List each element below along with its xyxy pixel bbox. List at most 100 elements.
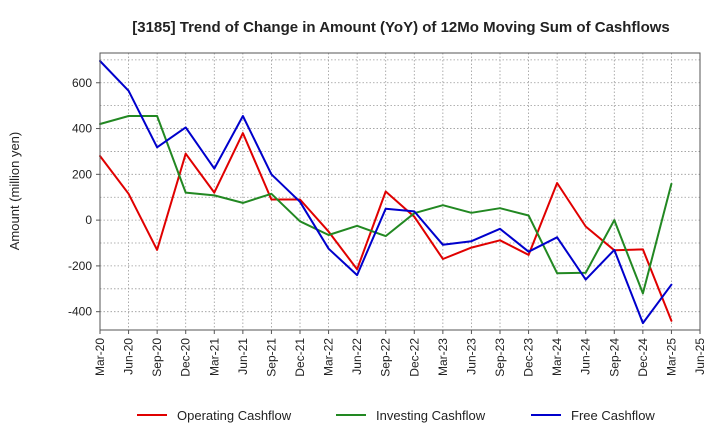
data-point: [270, 199, 272, 201]
data-point: [528, 215, 530, 217]
data-point: [613, 219, 615, 221]
data-point: [328, 234, 330, 236]
data-point: [385, 191, 387, 193]
x-tick-label: Mar-22: [322, 338, 336, 376]
y-tick-label: 400: [72, 122, 92, 136]
x-tick-label: Dec-22: [407, 338, 421, 377]
y-tick-label: 0: [85, 213, 92, 227]
x-tick-label: Mar-20: [93, 338, 107, 376]
data-point: [128, 115, 130, 117]
data-point: [670, 320, 672, 322]
series-line-operating-cashflow: [99, 132, 673, 322]
data-point: [470, 240, 472, 242]
data-point: [442, 204, 444, 206]
x-tick-label: Jun-22: [350, 338, 364, 375]
data-point: [642, 322, 644, 324]
data-point: [328, 248, 330, 250]
data-point: [499, 207, 501, 209]
data-point: [156, 146, 158, 148]
data-point: [270, 193, 272, 195]
x-tick-label: Dec-23: [522, 338, 536, 377]
x-tick-label: Mar-24: [550, 338, 564, 376]
x-tick-label: Dec-24: [636, 338, 650, 377]
legend-label: Operating Cashflow: [177, 408, 292, 423]
data-point: [585, 272, 587, 274]
data-point: [242, 202, 244, 204]
x-tick-label: Mar-23: [436, 338, 450, 376]
data-point: [528, 254, 530, 256]
y-tick-label: 200: [72, 167, 92, 181]
data-point: [556, 182, 558, 184]
data-point: [613, 249, 615, 251]
x-tick-label: Dec-20: [179, 338, 193, 377]
x-tick-label: Sep-23: [493, 338, 507, 377]
data-point: [413, 210, 415, 212]
x-tick-label: Sep-20: [150, 338, 164, 377]
x-tick-label: Mar-25: [664, 338, 678, 376]
x-tick-label: Jun-21: [236, 338, 250, 375]
data-point: [299, 201, 301, 203]
data-point: [442, 244, 444, 246]
data-point: [299, 220, 301, 222]
data-point: [185, 192, 187, 194]
data-point: [185, 153, 187, 155]
data-point: [413, 216, 415, 218]
data-point: [385, 208, 387, 210]
data-point: [499, 239, 501, 241]
x-tick-label: Sep-24: [607, 338, 621, 377]
series-group: [99, 60, 673, 325]
data-point: [128, 90, 130, 92]
data-point: [213, 192, 215, 194]
data-point: [213, 168, 215, 170]
data-point: [470, 212, 472, 214]
data-point: [356, 274, 358, 276]
data-point: [470, 247, 472, 249]
series-line-investing-cashflow: [99, 115, 673, 295]
x-tick-label: Jun-20: [122, 338, 136, 375]
x-tick-label: Sep-21: [264, 338, 278, 377]
legend-label: Free Cashflow: [571, 408, 655, 423]
data-point: [499, 228, 501, 230]
data-point: [528, 251, 530, 253]
data-point: [585, 279, 587, 281]
y-tick-label: 600: [72, 76, 92, 90]
data-point: [156, 249, 158, 251]
data-point: [128, 193, 130, 195]
grid: [99, 53, 701, 330]
data-point: [642, 248, 644, 250]
y-tick-label: -200: [68, 259, 92, 273]
data-point: [185, 126, 187, 128]
y-tick-label: -400: [68, 305, 92, 319]
x-tick-label: Jun-25: [693, 338, 707, 375]
data-point: [356, 268, 358, 270]
y-axis-label: Amount (million yen): [7, 132, 22, 251]
x-tick-labels: Mar-20 Jun-20 Sep-20 Dec-20 Mar-21 Jun-21 Sep-…: [93, 330, 707, 377]
data-point: [242, 132, 244, 134]
chart-title: [3185] Trend of Change in Amount (YoY) o…: [132, 19, 670, 36]
legend-label: Investing Cashflow: [376, 408, 486, 423]
data-point: [270, 173, 272, 175]
data-point: [156, 115, 158, 117]
data-point: [556, 236, 558, 238]
data-point: [213, 194, 215, 196]
data-point: [556, 272, 558, 274]
data-point: [385, 235, 387, 237]
y-tick-labels: -400 -200 0 200 400 600: [68, 76, 100, 319]
x-tick-label: Jun-23: [464, 338, 478, 375]
data-point: [356, 225, 358, 227]
legend: Operating Cashflow Investing Cashflow Free…: [137, 408, 655, 423]
data-point: [585, 226, 587, 228]
x-tick-label: Dec-21: [293, 338, 307, 377]
data-point: [670, 183, 672, 185]
series-line-free-cashflow: [99, 60, 673, 325]
x-tick-label: Jun-24: [579, 338, 593, 375]
data-point: [642, 292, 644, 294]
plot-frame: [99, 52, 701, 331]
data-point: [670, 284, 672, 286]
x-tick-label: Mar-21: [207, 338, 221, 376]
data-point: [242, 115, 244, 117]
data-point: [328, 231, 330, 233]
data-point: [442, 258, 444, 260]
x-tick-label: Sep-22: [379, 338, 393, 377]
